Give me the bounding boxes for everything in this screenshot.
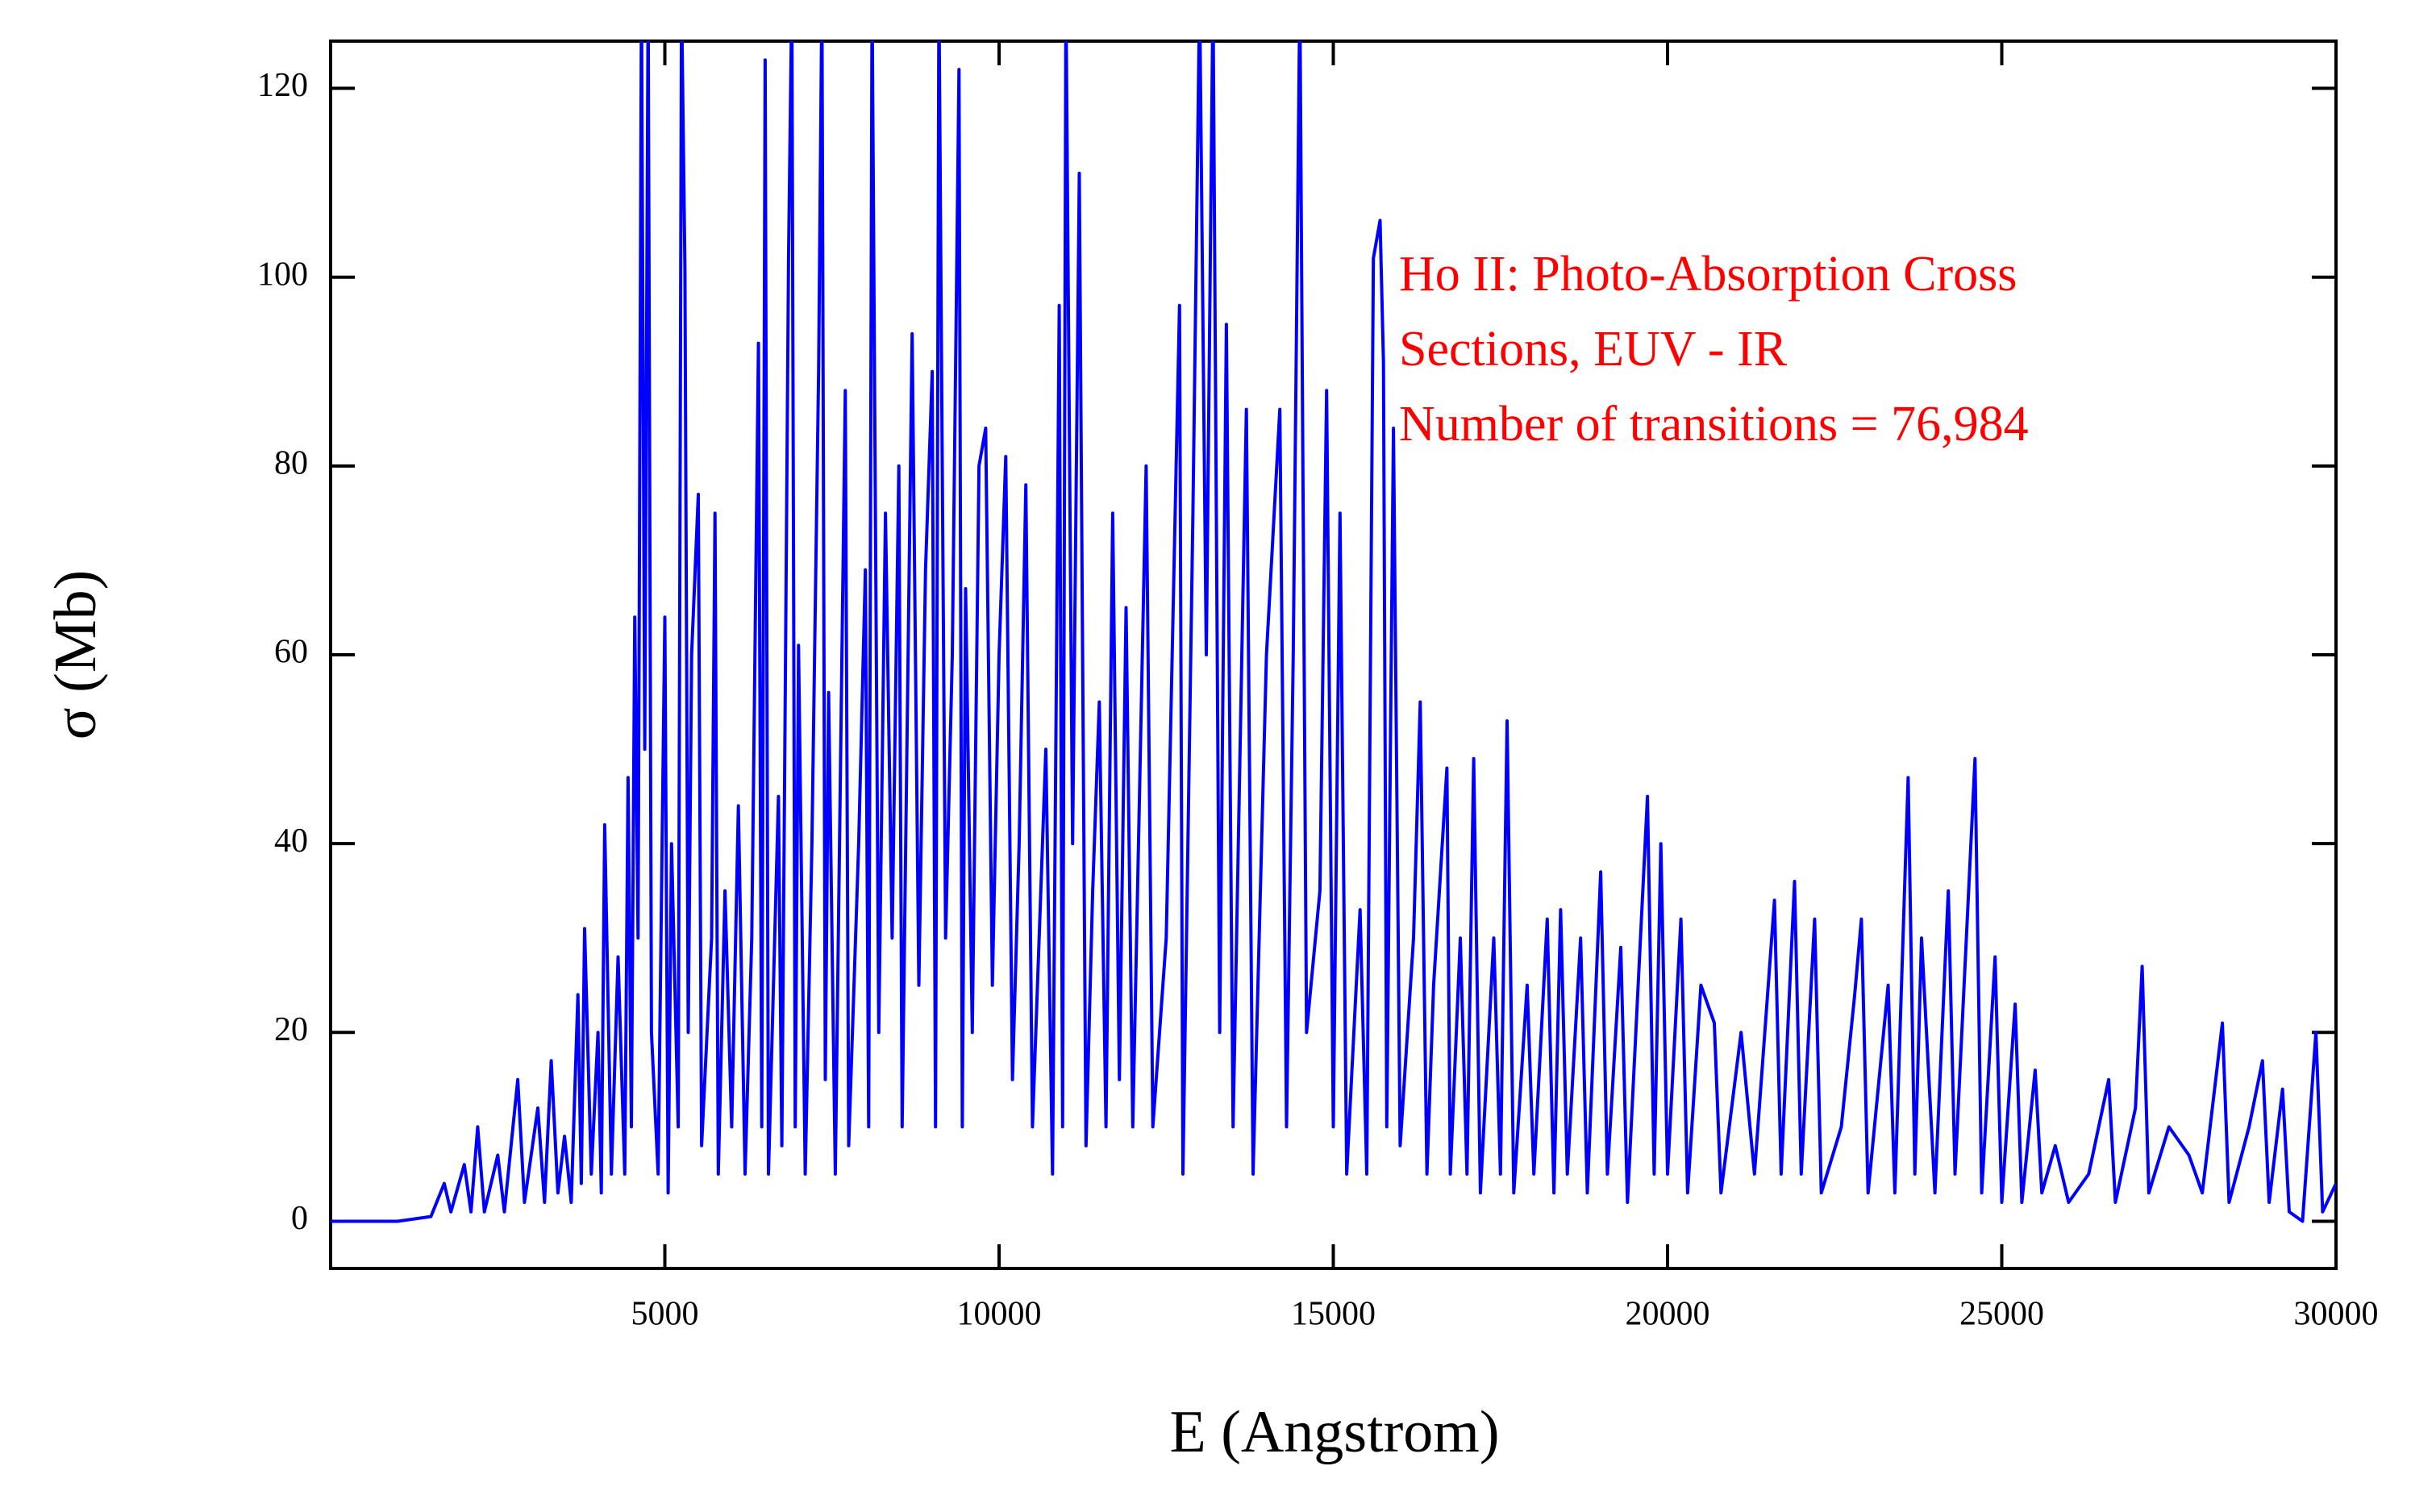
y-tick-label: 100 — [257, 256, 308, 293]
x-tick-label: 20000 — [1626, 1296, 1710, 1333]
x-tick-label: 15000 — [1291, 1296, 1376, 1333]
y-tick-label: 120 — [257, 67, 308, 104]
line-series — [331, 41, 2336, 1223]
y-tick-label: 0 — [291, 1200, 308, 1237]
x-tick-label: 25000 — [1959, 1296, 2044, 1333]
y-axis-label: σ (Mb) — [43, 570, 109, 739]
x-tick-label: 10000 — [957, 1296, 1042, 1333]
annotation: Ho II: Photo-Absorption Cross — [1399, 247, 2017, 302]
y-tick-label: 80 — [274, 444, 308, 481]
y-tick-label: 20 — [274, 1011, 308, 1048]
x-axis-label: E (Angstrom) — [1170, 1399, 1500, 1465]
y-tick-label: 60 — [274, 634, 308, 671]
x-tick-label: 5000 — [631, 1296, 699, 1333]
annotation: Sections, EUV - IR — [1399, 322, 1788, 377]
x-tick-label: 30000 — [2294, 1296, 2379, 1333]
annotation: Number of transitions = 76,984 — [1399, 397, 2029, 452]
y-tick-label: 40 — [274, 823, 308, 860]
